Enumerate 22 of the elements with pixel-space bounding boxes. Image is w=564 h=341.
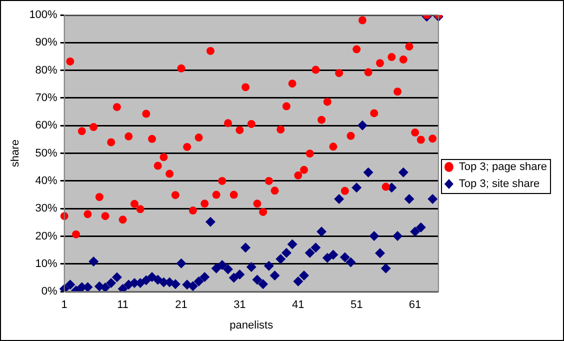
y-tick-label: 100% bbox=[29, 9, 58, 22]
x-tick-label: 51 bbox=[350, 299, 363, 312]
legend-label: Top 3; page share bbox=[458, 161, 548, 174]
x-tick-label: 11 bbox=[117, 299, 128, 312]
x-axis-title: panelists bbox=[230, 319, 274, 332]
x-tick-label: 41 bbox=[292, 299, 304, 312]
y-tick-label: 70% bbox=[35, 92, 58, 104]
y-tick-label: 40% bbox=[35, 174, 58, 187]
x-tick-label: 1 bbox=[61, 299, 68, 312]
y-tick-label: 30% bbox=[35, 202, 58, 215]
y-tick-label: 80% bbox=[35, 64, 58, 76]
x-tick-label: 31 bbox=[234, 299, 246, 312]
y-tick-label: 90% bbox=[35, 36, 58, 49]
x-tick-label: 21 bbox=[175, 299, 188, 312]
y-tick-label: 50% bbox=[35, 147, 58, 160]
y-tick-label: 10% bbox=[35, 258, 58, 270]
y-tick-label: 0% bbox=[41, 286, 58, 298]
legend-label: Top 3; site share bbox=[458, 178, 540, 190]
y-axis-title: share bbox=[10, 140, 22, 168]
x-tick-label: 61 bbox=[408, 299, 422, 312]
y-tick-label: 60% bbox=[35, 120, 58, 132]
y-tick-label: 20% bbox=[35, 230, 58, 242]
